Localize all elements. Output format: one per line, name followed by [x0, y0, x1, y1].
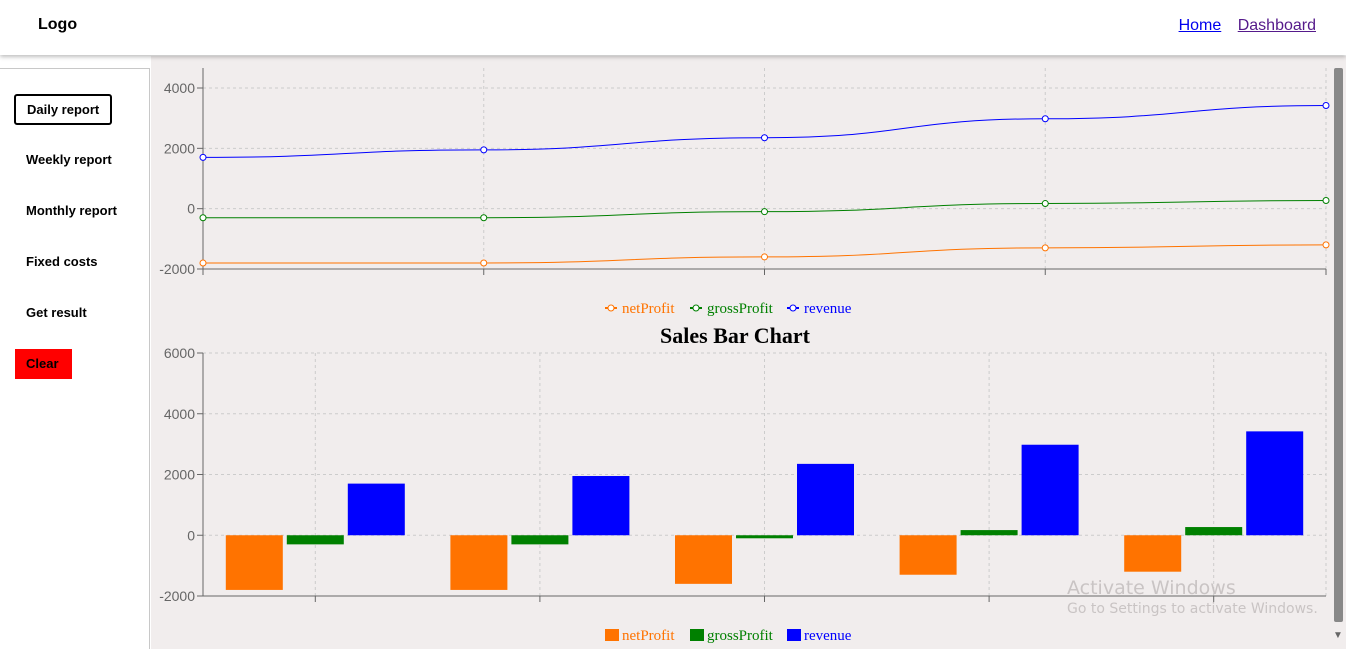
- legend-label-revenue[interactable]: revenue: [804, 301, 852, 317]
- y-tick-label: 4000: [164, 80, 195, 96]
- y-tick-label: 6000: [164, 345, 195, 361]
- bar-grossProfit[interactable]: [961, 530, 1018, 535]
- legend-marker-netProfit: [608, 305, 614, 311]
- legend-marker-revenue: [790, 305, 796, 311]
- bar-grossProfit[interactable]: [287, 535, 344, 544]
- y-tick-label: -2000: [159, 261, 195, 277]
- bar-grossProfit[interactable]: [511, 535, 568, 544]
- line-point-grossProfit[interactable]: [762, 209, 768, 215]
- vertical-scrollbar[interactable]: [1334, 68, 1343, 622]
- bar-grossProfit[interactable]: [1185, 527, 1242, 535]
- bar-netProfit[interactable]: [900, 535, 957, 574]
- logo[interactable]: Logo: [38, 16, 77, 34]
- line-point-revenue[interactable]: [762, 135, 768, 141]
- legend-label-netProfit[interactable]: netProfit: [622, 301, 675, 317]
- line-point-revenue[interactable]: [1042, 116, 1048, 122]
- bar-netProfit[interactable]: [226, 535, 283, 590]
- line-point-revenue[interactable]: [481, 147, 487, 153]
- line-point-netProfit[interactable]: [762, 254, 768, 260]
- legend-label-revenue[interactable]: revenue: [804, 628, 852, 644]
- legend-label-netProfit[interactable]: netProfit: [622, 628, 675, 644]
- bar-revenue[interactable]: [1022, 445, 1079, 536]
- legend-swatch-revenue: [787, 629, 801, 641]
- activate-windows-subtitle: Go to Settings to activate Windows.: [1067, 601, 1318, 617]
- line-point-netProfit[interactable]: [200, 260, 206, 266]
- bar-revenue[interactable]: [1246, 431, 1303, 535]
- line-point-grossProfit[interactable]: [481, 215, 487, 221]
- line-chart: 4000 2000 0 -2000 netProfit grossProfit revenu…: [159, 68, 1329, 317]
- line-point-revenue[interactable]: [200, 154, 206, 160]
- y-tick-label: 0: [187, 201, 195, 217]
- bar-grossProfit[interactable]: [736, 535, 793, 538]
- nav-home-link[interactable]: Home: [1179, 17, 1222, 34]
- bar-revenue[interactable]: [348, 484, 405, 536]
- line-point-grossProfit[interactable]: [200, 215, 206, 221]
- line-series-revenue: [203, 105, 1326, 157]
- bar-revenue[interactable]: [797, 464, 854, 535]
- nav-links: Home Dashboard: [1167, 17, 1316, 35]
- activate-windows-title: Activate Windows: [1067, 577, 1236, 599]
- line-point-revenue[interactable]: [1323, 102, 1329, 108]
- line-point-netProfit[interactable]: [481, 260, 487, 266]
- bar-netProfit[interactable]: [450, 535, 507, 590]
- legend-label-grossProfit[interactable]: grossProfit: [707, 628, 774, 644]
- y-tick-label: 2000: [164, 467, 195, 483]
- y-tick-label: -2000: [159, 588, 195, 604]
- bar-netProfit[interactable]: [1124, 535, 1181, 571]
- line-point-netProfit[interactable]: [1323, 242, 1329, 248]
- scroll-down-arrow-icon[interactable]: ▼: [1333, 630, 1343, 641]
- bar-revenue[interactable]: [572, 476, 629, 535]
- legend-swatch-netProfit: [605, 629, 619, 641]
- nav-dashboard-link[interactable]: Dashboard: [1238, 17, 1316, 34]
- line-point-grossProfit[interactable]: [1042, 201, 1048, 207]
- y-tick-label: 2000: [164, 140, 195, 156]
- legend-swatch-grossProfit: [690, 629, 704, 641]
- bar-netProfit[interactable]: [675, 535, 732, 584]
- legend-marker-grossProfit: [693, 305, 699, 311]
- y-tick-label: 0: [187, 527, 195, 543]
- legend-label-grossProfit[interactable]: grossProfit: [707, 301, 774, 317]
- bar-chart-title: Sales Bar Chart: [660, 323, 811, 348]
- top-navbar: Logo Home Dashboard: [0, 0, 1346, 55]
- y-tick-label: 4000: [164, 406, 195, 422]
- line-point-grossProfit[interactable]: [1323, 198, 1329, 204]
- line-point-netProfit[interactable]: [1042, 245, 1048, 251]
